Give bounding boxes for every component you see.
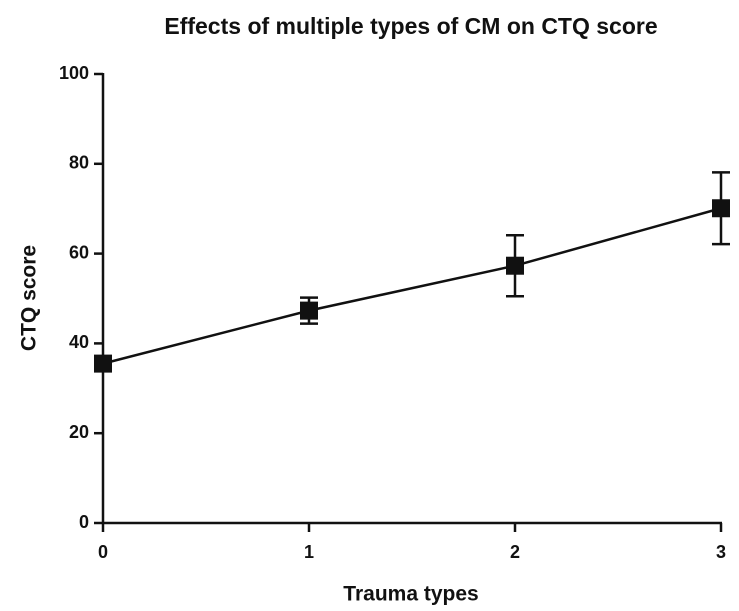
x-axis-label: Trauma types bbox=[343, 583, 478, 606]
x-tick-label: 2 bbox=[510, 542, 520, 562]
marker bbox=[94, 354, 112, 373]
y-tick-label: 100 bbox=[59, 63, 89, 83]
y-tick-label: 0 bbox=[79, 512, 89, 532]
y-tick-label: 80 bbox=[69, 153, 89, 173]
y-tick-label: 20 bbox=[69, 422, 89, 442]
y-axis-label: CTQ score bbox=[18, 245, 41, 351]
x-tick-label: 3 bbox=[716, 542, 726, 562]
chart-title: Effects of multiple types of CM on CTQ s… bbox=[164, 13, 657, 39]
marker bbox=[712, 199, 730, 218]
marker bbox=[506, 256, 524, 275]
x-tick-label: 0 bbox=[98, 542, 108, 562]
y-tick-label: 60 bbox=[69, 242, 89, 262]
marker bbox=[300, 301, 318, 320]
data-line bbox=[102, 207, 722, 365]
y-tick-label: 40 bbox=[69, 332, 89, 352]
x-tick-label: 1 bbox=[304, 542, 314, 562]
